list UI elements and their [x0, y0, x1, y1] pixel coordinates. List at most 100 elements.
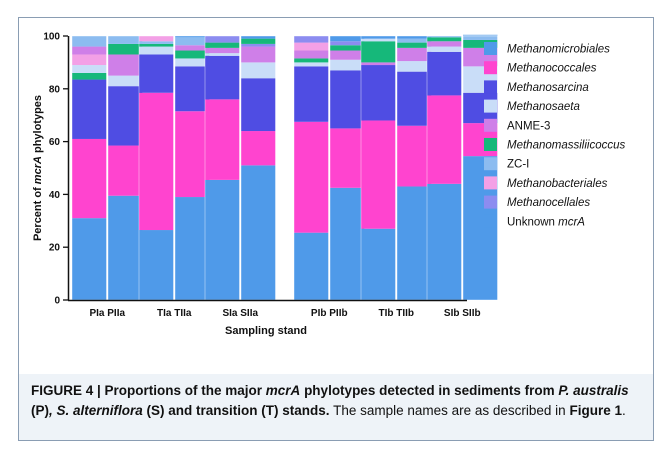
legend-label: Methanobacteriales	[507, 178, 608, 190]
bar-segment	[294, 66, 329, 122]
bar-segment	[463, 34, 498, 40]
bar-segment	[294, 58, 329, 63]
x-tick-label: TIa TIIa	[157, 308, 192, 319]
legend-label: Methanomassiliicoccus	[507, 140, 625, 152]
legend-item: Methanococcales	[484, 61, 597, 75]
bar-segment	[72, 54, 107, 66]
legend-item: Methanobacteriales	[484, 176, 608, 190]
legend-item: Methanomassiliicoccus	[484, 138, 625, 152]
legend-label: ANME-3	[507, 120, 550, 132]
bar-segment	[397, 186, 432, 300]
bar-TIa	[138, 35, 174, 301]
bar-segment	[427, 37, 462, 42]
y-axis-label-part1: Percent of	[32, 184, 44, 241]
bar-segment	[108, 54, 143, 76]
bar-segment	[139, 41, 174, 44]
legend-swatch	[484, 118, 497, 132]
bar-segment	[427, 95, 462, 184]
x-tick-label: PIb PIIb	[311, 308, 348, 319]
bar-SIb	[426, 35, 462, 301]
legend-label: Unknown mcrA	[507, 216, 585, 228]
bar-segment	[139, 92, 174, 231]
legend-swatch	[484, 214, 497, 228]
bar-segment	[72, 218, 107, 300]
bar-segment	[139, 230, 174, 300]
x-tick-label: TIb TIIb	[378, 308, 414, 319]
bar-segment	[294, 42, 329, 51]
legend-label: ZC-I	[507, 159, 529, 171]
svg-text:Percent of mcrA phylotypes: Percent of mcrA phylotypes	[32, 95, 44, 241]
bar-segment	[241, 131, 276, 166]
bar-segment	[175, 37, 210, 46]
bar-segment	[205, 53, 240, 56]
bar-segment	[427, 41, 462, 47]
bar-segment	[175, 58, 210, 67]
bar-segment	[397, 125, 432, 187]
bar-segment	[175, 66, 210, 112]
bars	[71, 34, 498, 301]
bar-segment	[205, 99, 240, 180]
y-tick-label: 0	[54, 296, 60, 307]
bar-segment	[427, 36, 462, 38]
stacked-bar-chart: Percent of mcrA phylotypes 020406080100 …	[32, 32, 625, 338]
legend-item: Methanosarcina	[484, 80, 589, 94]
legend-swatch	[484, 138, 497, 151]
caption-species1: P. australis	[558, 383, 629, 398]
bar-segment	[361, 120, 396, 229]
bar-segment	[294, 62, 329, 67]
bar-segment	[361, 228, 396, 300]
bar-segment	[108, 75, 143, 87]
bar-segment	[361, 62, 396, 66]
x-tick-label: SIa SIIa	[222, 308, 258, 319]
x-tick-label: PIa PIIa	[89, 308, 125, 319]
bar-segment	[205, 42, 240, 48]
bar-TIIb	[396, 35, 432, 301]
bar-segment	[139, 54, 174, 93]
legend-label: Methanocellales	[507, 197, 590, 209]
legend-swatch	[484, 61, 497, 75]
bar-segment	[108, 36, 143, 44]
legend-swatch	[484, 99, 497, 113]
bar-segment	[330, 70, 365, 129]
bar-segment	[427, 46, 462, 52]
legend-item: Methanocellales	[484, 195, 590, 209]
bar-segment	[241, 46, 276, 63]
bar-segment	[241, 38, 276, 44]
bar-segment	[205, 55, 240, 100]
legend-swatch	[484, 157, 497, 171]
bar-segment	[72, 36, 107, 47]
legend-item: ANME-3	[484, 118, 550, 132]
y-ticks: 0 20 40 60 80 100	[43, 32, 68, 307]
legend-swatch	[484, 195, 497, 209]
bar-segment	[241, 62, 276, 79]
bar-segment	[175, 50, 210, 59]
x-tick-label: SIb SIIb	[444, 308, 481, 319]
bar-outline	[462, 35, 498, 301]
bar-segment	[175, 36, 210, 38]
bar-segment	[108, 195, 143, 300]
bar-TIb	[360, 35, 396, 301]
bar-segment	[294, 121, 329, 233]
caption-end: .	[621, 403, 626, 418]
figure-caption: FIGURE 4 | Proportions of the major mcrA…	[18, 374, 654, 441]
bar-segment	[361, 36, 396, 39]
bar-segment	[139, 43, 174, 47]
legend-label: Methanosaeta	[507, 101, 580, 113]
bar-segment	[175, 197, 210, 300]
x-axis-label: Sampling stand	[225, 325, 307, 337]
legend-swatch	[484, 176, 497, 190]
bar-segment	[330, 36, 365, 42]
bar-segment	[397, 47, 432, 62]
legend-label: Methanomicrobiales	[507, 44, 610, 56]
legend-item: ZC-I	[484, 157, 529, 171]
y-tick-label: 80	[49, 84, 61, 95]
caption-t1: (P)	[31, 403, 49, 418]
bar-segment	[397, 42, 432, 48]
bar-segment	[72, 138, 107, 219]
bar-PIIa	[107, 35, 143, 301]
bar-segment	[241, 165, 276, 300]
legend: Methanomicrobiales Methanococcales Methano…	[484, 42, 625, 228]
y-tick-label: 60	[49, 137, 61, 148]
bar-segment	[241, 36, 276, 39]
caption-species2: S. alterniflora	[56, 403, 143, 418]
